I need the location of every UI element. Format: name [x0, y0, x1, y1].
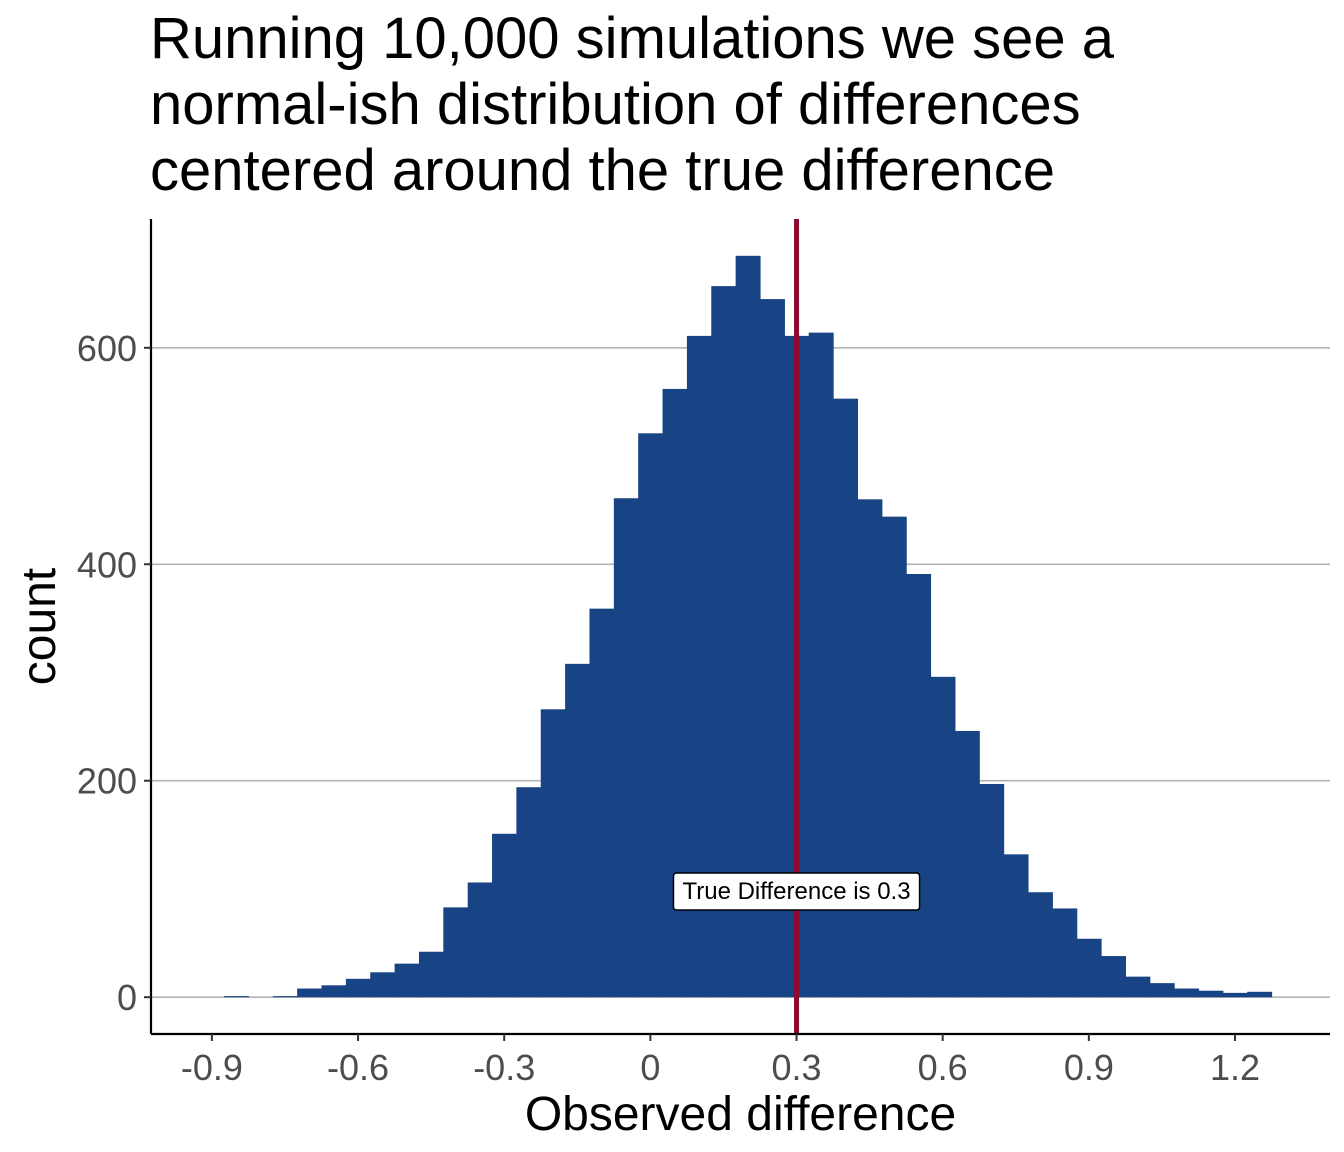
chart-title-line-1: Running 10,000 simulations we see a — [150, 6, 1115, 71]
chart-title-line-2: normal-ish distribution of differences — [150, 72, 1081, 137]
histogram-bar — [589, 608, 615, 998]
histogram-bar — [565, 663, 591, 998]
histogram-bar — [1149, 983, 1175, 998]
histogram-bar — [224, 996, 250, 998]
histogram-bar — [954, 730, 980, 998]
histogram-bar — [272, 996, 298, 998]
x-tick-label: 0.3 — [772, 1047, 822, 1088]
annotation-label: True Difference is 0.3 — [682, 878, 910, 905]
histogram-bar — [297, 988, 323, 998]
histogram-bar — [857, 499, 883, 998]
y-axis-title: count — [13, 568, 66, 685]
histogram-bar — [979, 783, 1005, 998]
histogram-bar — [516, 787, 542, 998]
x-tick-label: -0.3 — [473, 1047, 535, 1088]
x-tick-label: 0.6 — [918, 1047, 968, 1088]
axes — [149, 219, 1330, 1036]
histogram-bar — [321, 985, 347, 998]
annotation-layer: True Difference is 0.3 — [672, 872, 921, 911]
histogram-bar — [1003, 854, 1029, 998]
ticks: 0 200 400 600 -0.9 -0.6 -0.3 0 0.3 0.6 0.9 1.2 — [77, 328, 1260, 1088]
chart-title: Running 10,000 simulations we see a norm… — [150, 6, 1330, 204]
chart-title-line-3: centered around the true difference — [150, 138, 1056, 203]
x-tick-label: 0.9 — [1064, 1047, 1114, 1088]
x-tick-label: -0.9 — [181, 1047, 243, 1088]
y-tick-label: 600 — [77, 328, 137, 369]
histogram-bar — [370, 972, 396, 998]
histogram-bar — [1076, 938, 1102, 998]
histogram-bar — [1052, 908, 1078, 998]
histogram-bar — [492, 833, 517, 998]
histogram-bar — [906, 574, 932, 998]
histogram-bar — [1027, 892, 1053, 998]
histogram-bar — [1198, 990, 1224, 998]
histogram-bar — [467, 882, 493, 998]
histogram-bar — [1174, 988, 1200, 998]
annotation-box — [672, 872, 921, 911]
x-tick-label: -0.6 — [327, 1047, 389, 1088]
histogram-bar — [394, 963, 420, 998]
x-tick-label: 1.2 — [1210, 1047, 1260, 1088]
y-tick-label: 400 — [77, 544, 137, 585]
histogram-bar — [930, 676, 956, 998]
histogram-bar — [613, 498, 639, 998]
histogram-bar — [881, 516, 907, 998]
histogram-bar — [1101, 956, 1126, 998]
histogram-bar — [638, 433, 664, 998]
y-tick-label: 0 — [117, 977, 137, 1018]
histogram-bar — [443, 907, 469, 998]
histogram-bar — [1222, 992, 1248, 998]
histogram-bar — [345, 978, 371, 998]
y-tick-label: 200 — [77, 761, 137, 802]
histogram-bar — [1247, 991, 1273, 998]
x-tick-label: 0 — [640, 1047, 660, 1088]
histogram-bar — [540, 709, 566, 998]
histogram-bar — [1125, 976, 1151, 998]
histogram-bar — [418, 951, 444, 998]
x-axis-title: Observed difference — [525, 1088, 956, 1141]
histogram-bars — [224, 255, 1273, 998]
